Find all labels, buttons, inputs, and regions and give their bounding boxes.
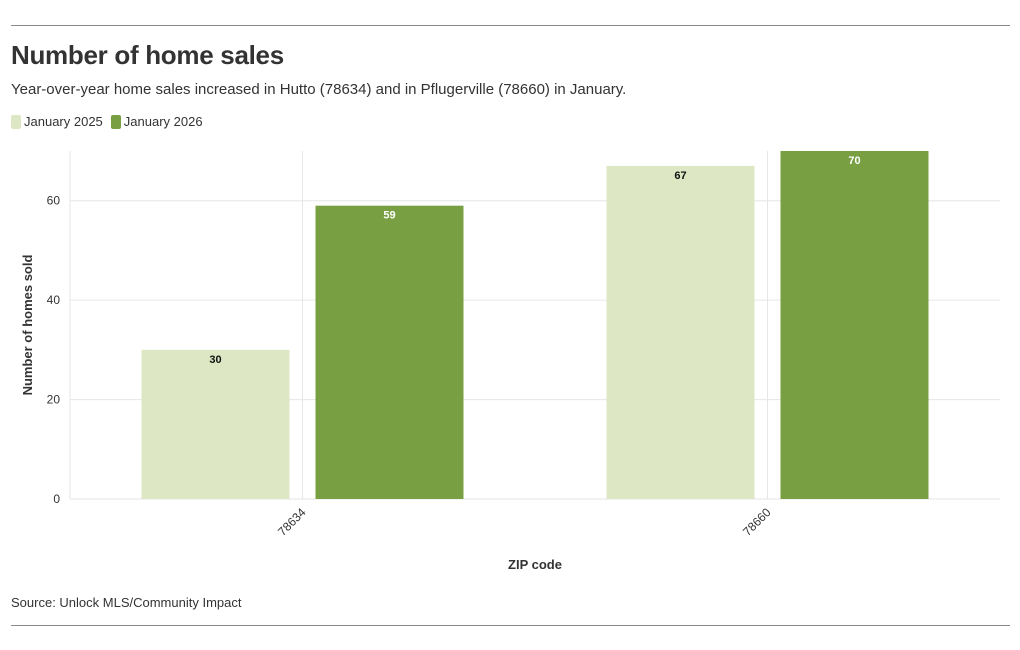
y-tick-label: 60 — [47, 194, 61, 208]
x-tick-label: 78660 — [740, 505, 774, 539]
data-label: 30 — [209, 354, 221, 366]
chart-title: Number of home sales — [11, 40, 284, 70]
bar-78634-1 — [315, 205, 464, 499]
y-tick-label: 0 — [53, 492, 60, 506]
y-tick-label: 20 — [47, 393, 61, 407]
legend-swatch-2026 — [110, 114, 121, 129]
data-label: 70 — [848, 155, 860, 167]
legend: January 2025 January 2026 — [11, 114, 211, 129]
data-label: 67 — [674, 170, 686, 182]
legend-swatch-2025 — [11, 114, 21, 129]
legend-label-2025: January 2025 — [24, 114, 103, 129]
x-tick-label: 78634 — [275, 505, 309, 539]
source-note: Source: Unlock MLS/Community Impact — [11, 595, 242, 610]
data-label: 59 — [383, 210, 395, 222]
y-axis-title: Number of homes sold — [20, 255, 35, 396]
legend-label-2026: January 2026 — [123, 114, 203, 129]
chart-subtitle: Year-over-year home sales increased in H… — [11, 81, 627, 98]
legend-item-2025[interactable]: January 2025 — [11, 114, 103, 129]
top-rule — [11, 25, 1010, 26]
x-axis-title: ZIP code — [508, 557, 562, 572]
bottom-rule — [11, 625, 1010, 626]
bar-78634-0 — [141, 349, 290, 499]
bar-78660-1 — [780, 151, 929, 499]
bar-78660-0 — [606, 165, 755, 499]
legend-item-2026[interactable]: January 2026 — [110, 114, 203, 129]
y-tick-label: 40 — [47, 293, 61, 307]
